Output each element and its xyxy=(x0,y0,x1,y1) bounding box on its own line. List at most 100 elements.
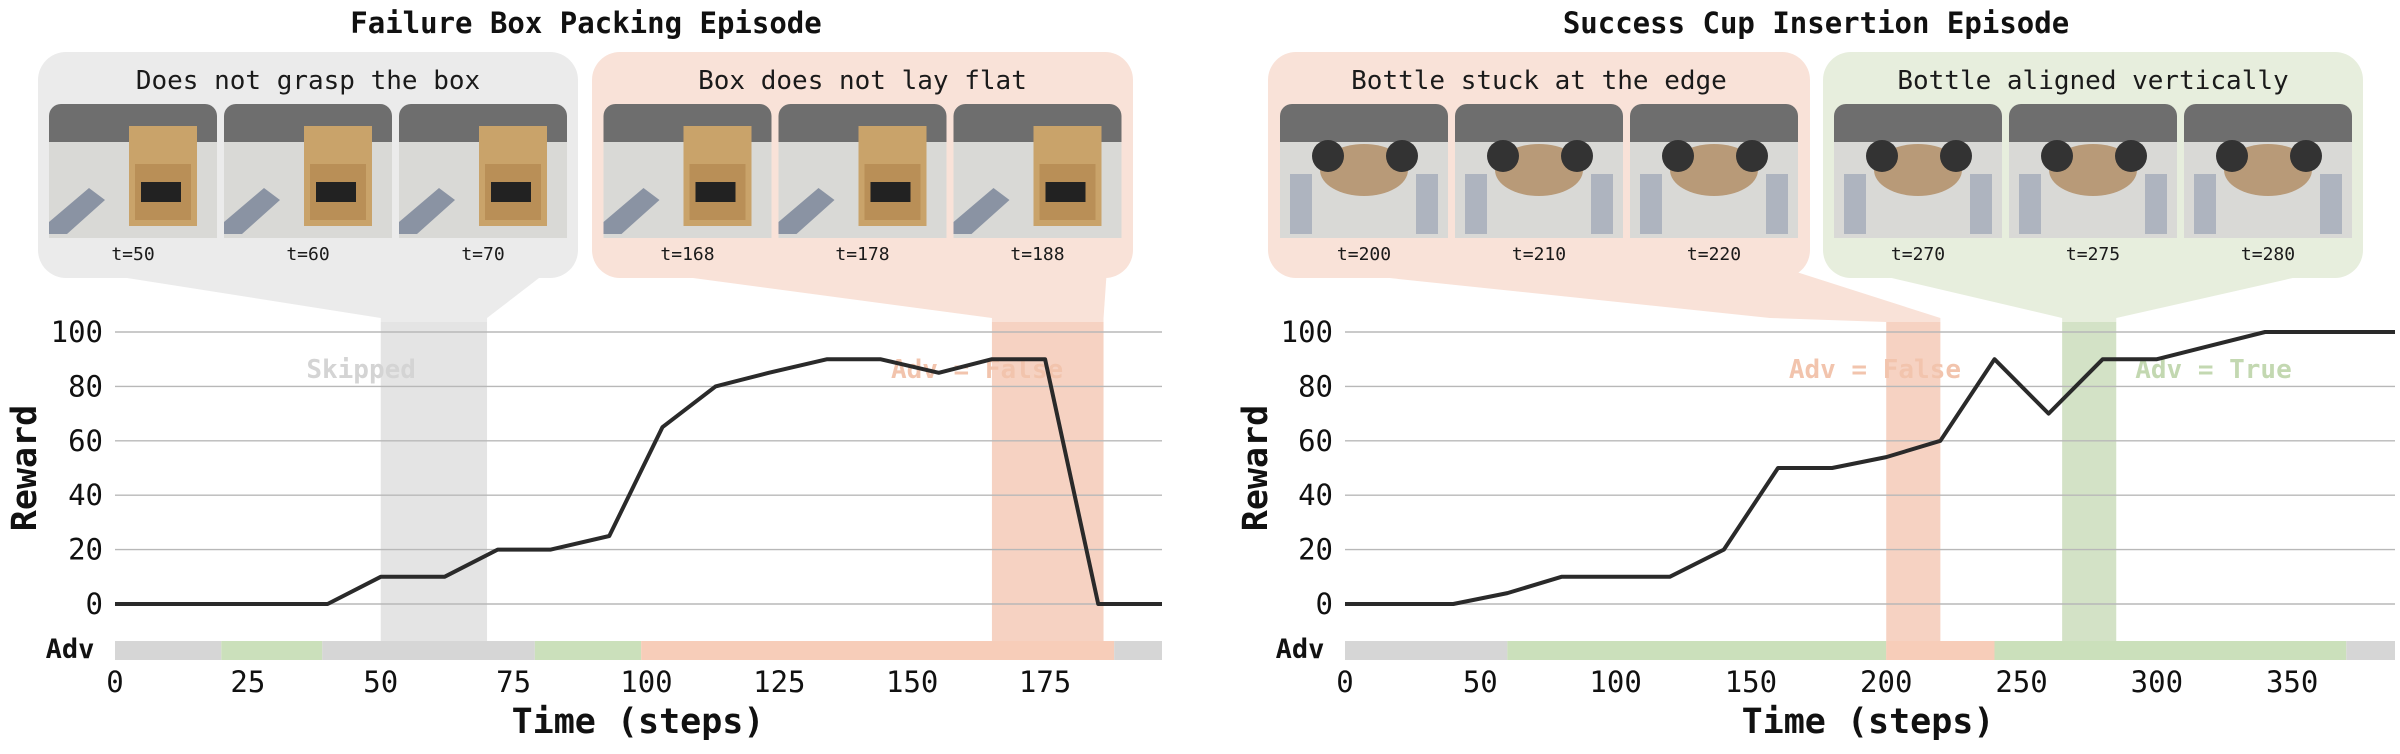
robot-arm-left-icon xyxy=(1640,174,1662,234)
frame-label: t=220 xyxy=(1687,244,1741,265)
robot-arm-left-icon xyxy=(1290,174,1312,234)
y-tick-label: 80 xyxy=(1298,369,1333,403)
robot-arm-icon xyxy=(224,188,280,234)
frame-thumbnail: t=50 xyxy=(49,104,217,265)
object-icon xyxy=(1045,182,1086,202)
annotation-title: Box does not lay flat xyxy=(698,66,1027,96)
x-tick-label: 0 xyxy=(106,665,123,699)
gripper-right-icon xyxy=(1736,140,1768,172)
frame-label: t=210 xyxy=(1512,244,1566,265)
x-tick-label: 300 xyxy=(2131,665,2183,699)
frame-thumbnail: t=168 xyxy=(603,104,772,265)
x-tick-label: 50 xyxy=(363,665,398,699)
x-tick-label: 200 xyxy=(1860,665,1912,699)
y-tick-label: 60 xyxy=(1298,424,1333,458)
object-icon xyxy=(316,182,356,202)
x-tick-label: 100 xyxy=(620,665,672,699)
x-axis-label: Time (steps) xyxy=(512,702,765,742)
x-tick-label: 350 xyxy=(2266,665,2318,699)
robot-arm-left-icon xyxy=(1844,174,1866,234)
x-tick-label: 125 xyxy=(753,665,805,699)
object-icon xyxy=(870,182,911,202)
robot-arm-right-icon xyxy=(1416,174,1438,234)
annotation-panel: Bottle stuck at the edge t=200 t=210 t=220 xyxy=(1268,52,1941,322)
adv-segment xyxy=(1886,641,1995,660)
frame-thumbnail: t=275 xyxy=(2009,104,2177,265)
y-tick-label: 100 xyxy=(1281,315,1333,349)
annotation-title: Bottle aligned vertically xyxy=(1897,66,2288,96)
chart-2: Success Cup Insertion Episode Bottle stuc… xyxy=(1236,6,2396,742)
object-icon xyxy=(491,182,531,202)
object-icon xyxy=(141,182,181,202)
chart-title: Failure Box Packing Episode xyxy=(350,6,821,40)
annotation-panel: Box does not lay flat t=168 t=178 t=188 xyxy=(592,52,1133,322)
frame-label: t=270 xyxy=(1891,244,1945,265)
gripper-left-icon xyxy=(1662,140,1694,172)
band-label: Skipped xyxy=(306,355,416,385)
frame-label: t=178 xyxy=(835,244,889,265)
adv-segment xyxy=(322,641,535,660)
robot-arm-right-icon xyxy=(2320,174,2342,234)
frame-label: t=280 xyxy=(2241,244,2295,265)
x-tick-label: 0 xyxy=(1336,665,1353,699)
robot-arm-icon xyxy=(49,188,105,234)
robot-arm-right-icon xyxy=(2145,174,2167,234)
robot-arm-icon xyxy=(399,188,455,234)
robot-arm-icon xyxy=(603,188,660,234)
object-icon xyxy=(695,182,736,202)
band-label: Adv = False xyxy=(1789,355,1961,385)
annotation-connector xyxy=(64,268,552,322)
adv-segment xyxy=(2346,641,2395,660)
robot-arm-icon xyxy=(778,188,835,234)
gripper-right-icon xyxy=(2115,140,2147,172)
x-tick-label: 150 xyxy=(1725,665,1777,699)
y-tick-label: 0 xyxy=(86,587,103,621)
frame-label: t=70 xyxy=(461,244,504,265)
gripper-left-icon xyxy=(1866,140,1898,172)
y-axis-label: Reward xyxy=(5,405,45,531)
annotation-title: Does not grasp the box xyxy=(136,66,480,96)
gripper-right-icon xyxy=(2290,140,2322,172)
y-tick-label: 60 xyxy=(68,424,103,458)
adv-segment xyxy=(1345,641,1508,660)
robot-arm-left-icon xyxy=(2019,174,2041,234)
adv-segment xyxy=(115,641,222,660)
robot-arm-right-icon xyxy=(1591,174,1613,234)
robot-arm-icon xyxy=(953,188,1010,234)
y-tick-label: 40 xyxy=(68,478,103,512)
annotation-connector xyxy=(1849,268,2337,322)
gripper-right-icon xyxy=(1940,140,1972,172)
adv-segment xyxy=(1994,641,2347,660)
robot-arm-left-icon xyxy=(2194,174,2216,234)
robot-arm-left-icon xyxy=(1465,174,1487,234)
y-tick-label: 0 xyxy=(1316,587,1333,621)
x-tick-label: 100 xyxy=(1589,665,1641,699)
annotation-title: Bottle stuck at the edge xyxy=(1351,66,1727,96)
annotation-panel: Does not grasp the box t=50 t=60 t=70 xyxy=(38,52,578,322)
frame-thumbnail: t=200 xyxy=(1280,104,1448,265)
y-tick-label: 20 xyxy=(68,533,103,567)
frame-thumbnail: t=188 xyxy=(953,104,1122,265)
frame-thumbnail: t=70 xyxy=(399,104,567,265)
frame-thumbnail: t=280 xyxy=(2184,104,2352,265)
x-tick-label: 75 xyxy=(496,665,531,699)
annotation-connector xyxy=(618,268,1107,322)
gripper-left-icon xyxy=(1487,140,1519,172)
adv-label: Adv xyxy=(46,634,95,665)
frame-thumbnail: t=60 xyxy=(224,104,392,265)
reward-line xyxy=(115,357,1162,606)
x-tick-label: 25 xyxy=(230,665,265,699)
y-tick-label: 40 xyxy=(1298,478,1333,512)
gripper-right-icon xyxy=(1561,140,1593,172)
adv-label: Adv xyxy=(1276,634,1325,665)
robot-arm-right-icon xyxy=(1970,174,1992,234)
x-tick-label: 175 xyxy=(1019,665,1071,699)
chart-title: Success Cup Insertion Episode xyxy=(1563,6,2069,40)
y-tick-label: 20 xyxy=(1298,533,1333,567)
gripper-left-icon xyxy=(1312,140,1344,172)
chart-1: Failure Box Packing Episode Does not gras… xyxy=(5,6,1163,742)
frame-label: t=200 xyxy=(1337,244,1391,265)
adv-segment xyxy=(221,641,323,660)
x-tick-label: 250 xyxy=(1995,665,2047,699)
frame-thumbnail: t=210 xyxy=(1455,104,1623,265)
